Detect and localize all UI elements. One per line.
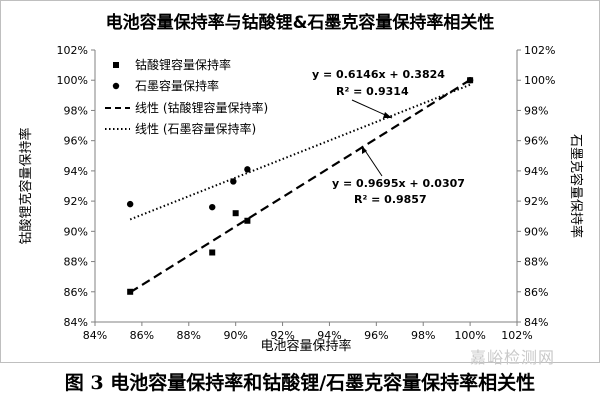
x-tick-label: 92% (270, 329, 294, 342)
x-tick-label: 98% (411, 329, 435, 342)
x-tick-label: 90% (223, 329, 247, 342)
y-left-tick-label: 92% (64, 195, 88, 208)
annotation-arrowhead-graphite (383, 112, 392, 118)
r2-licoo2: R² = 0.9857 (354, 193, 427, 206)
point-licoo2 (244, 217, 251, 224)
y-right-tick-label: 90% (524, 225, 548, 238)
legend: 钴酸锂容量保持率 石墨容量保持率 线性 (钴酸锂容量保持率) 线性 (石墨容量保… (105, 57, 268, 136)
y-right-tick-label: 94% (524, 165, 548, 178)
y-left-tick-label: 100% (57, 74, 88, 87)
point-graphite (126, 200, 134, 208)
y-right-tick-label: 98% (524, 104, 548, 117)
y-right-tick-label: 102% (524, 44, 555, 57)
annotation-licoo2: y = 0.9695x + 0.0307 R² = 0.9857 (332, 145, 465, 206)
y-right-tick-label: 100% (524, 74, 555, 87)
y-axis-left-label: 钴酸锂克容量保持率 (18, 127, 34, 244)
annotation-arrowhead-licoo2 (362, 146, 367, 154)
x-axis-label: 电池容量保持率 (260, 338, 351, 354)
y-axis-left-ticks: 84% 86% 88% 90% 92% 94% 96% 98% 100% 102% (57, 44, 95, 329)
chart-border (0, 0, 600, 363)
point-graphite (209, 203, 216, 211)
x-tick-label: 102% (501, 329, 532, 342)
y-right-tick-label: 88% (524, 256, 548, 269)
y-right-tick-label: 86% (524, 286, 548, 299)
equation-graphite: y = 0.6146x + 0.3824 (312, 68, 445, 81)
x-tick-label: 94% (317, 329, 341, 342)
point-graphite (230, 178, 237, 185)
legend-marker-square (113, 62, 119, 68)
point-licoo2 (127, 288, 134, 295)
x-tick-label: 86% (130, 329, 154, 342)
trendlines (129, 78, 471, 294)
y-axis-right-label: 石墨克容量保持率 (568, 134, 584, 238)
y-left-tick-label: 102% (57, 44, 88, 57)
legend-label-series-2: 石墨容量保持率 (135, 78, 219, 93)
point-graphite (466, 77, 474, 84)
legend-label-trend-1: 线性 (钴酸锂容量保持率) (135, 100, 268, 115)
y-right-tick-label: 96% (524, 135, 548, 148)
trendline-licoo2 (129, 78, 471, 294)
y-right-tick-label: 92% (524, 195, 548, 208)
y-left-tick-label: 96% (64, 135, 88, 148)
legend-label-series-1: 钴酸锂容量保持率 (135, 57, 231, 72)
y-left-tick-label: 94% (64, 165, 88, 178)
data-points (126, 77, 474, 295)
x-tick-label: 96% (364, 329, 388, 342)
chart-title: 电池容量保持率与钴酸锂&石墨克容量保持率相关性 (106, 12, 495, 33)
legend-label-trend-2: 线性 (石墨容量保持率) (135, 121, 256, 136)
y-left-tick-label: 86% (64, 286, 88, 299)
y-axis-right-ticks: 84% 86% 88% 90% 92% 94% 96% 98% 100% 102% (517, 44, 555, 329)
point-graphite (244, 166, 251, 173)
y-right-tick-label: 84% (524, 316, 548, 329)
annotation-graphite: y = 0.6146x + 0.3824 R² = 0.9314 (312, 68, 445, 119)
y-left-tick-label: 98% (64, 104, 88, 117)
x-tick-label: 88% (177, 329, 201, 342)
point-licoo2 (209, 249, 216, 256)
y-left-tick-label: 84% (64, 316, 88, 329)
x-tick-label: 84% (83, 329, 107, 342)
legend-marker-circle (112, 82, 120, 90)
x-axis-ticks: 84% 86% 88% 90% 92% 94% 96% 98% 100% 102% (83, 322, 533, 342)
watermark-text: 嘉峪检测网 (470, 348, 556, 367)
equation-licoo2: y = 0.9695x + 0.0307 (332, 177, 465, 190)
figure-caption: 图 3 电池容量保持率和钴酸锂/石墨克容量保持率相关性 (64, 372, 536, 394)
trendline-graphite (129, 83, 471, 221)
y-left-tick-label: 90% (64, 225, 88, 238)
point-licoo2 (232, 210, 239, 217)
x-tick-label: 100% (454, 329, 485, 342)
y-left-tick-label: 88% (64, 256, 88, 269)
r2-graphite: R² = 0.9314 (336, 85, 409, 98)
